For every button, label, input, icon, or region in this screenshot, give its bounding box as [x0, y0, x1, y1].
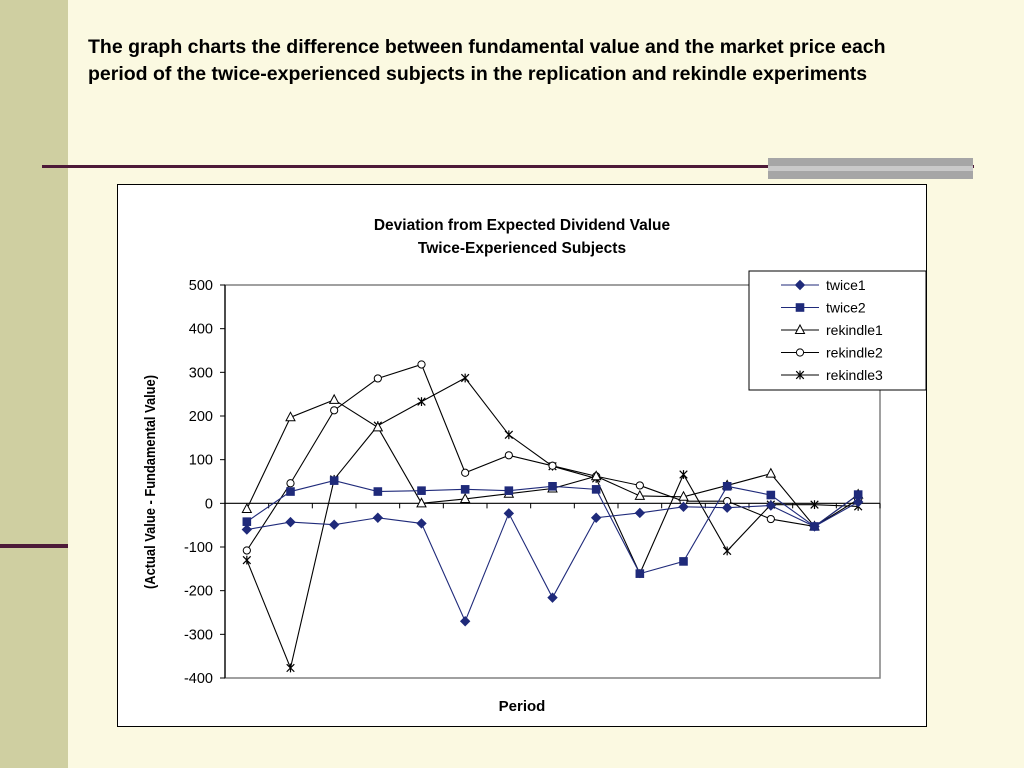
left-side-band [0, 0, 68, 768]
legend-marker-twice1 [794, 279, 806, 291]
series-line-rekindle2 [246, 363, 859, 551]
data-point-rekindle1 [372, 421, 384, 432]
series-line-twice1 [246, 501, 859, 623]
data-point-rekindle2 [286, 479, 295, 488]
legend-label-twice2: twice2 [826, 300, 866, 316]
data-point-rekindle1 [634, 489, 646, 500]
data-point-rekindle3 [286, 663, 295, 673]
data-point-rekindle2 [548, 461, 557, 470]
data-point-twice1 [765, 500, 777, 511]
data-point-rekindle1 [678, 490, 689, 501]
data-point-rekindle1 [328, 393, 340, 404]
data-point-twice1 [241, 524, 253, 535]
data-point-twice1 [503, 508, 515, 519]
y-axis-title: (Actual Value - Fundamental Value) [141, 375, 158, 589]
data-point-rekindle3 [242, 555, 252, 565]
data-point-twice1 [852, 496, 864, 508]
data-point-rekindle3 [679, 470, 688, 479]
legend-label-rekindle2: rekindle2 [826, 345, 883, 361]
legend-marker-rekindle3 [795, 370, 805, 380]
data-point-rekindle1 [590, 470, 602, 481]
x-axis-title: Period [499, 698, 546, 715]
title-divider [42, 165, 974, 168]
y-tick-label: -300 [184, 627, 213, 643]
series-line-rekindle3 [246, 377, 859, 670]
data-point-twice1 [416, 518, 427, 529]
data-point-twice1 [809, 521, 820, 532]
data-point-twice2 [722, 482, 732, 491]
data-point-twice1 [328, 519, 340, 530]
data-point-twice2 [373, 487, 383, 496]
data-point-twice2 [286, 487, 295, 496]
data-point-rekindle3 [504, 430, 514, 440]
data-point-twice2 [417, 486, 426, 495]
y-tick-label: 100 [189, 453, 213, 469]
data-point-rekindle3 [460, 373, 470, 383]
data-point-twice1 [372, 512, 384, 523]
data-point-rekindle1 [459, 492, 471, 503]
data-point-twice2 [591, 485, 601, 494]
data-point-twice2 [329, 476, 339, 485]
data-point-twice2 [679, 557, 688, 566]
data-point-rekindle2 [330, 406, 339, 415]
data-point-rekindle1 [285, 411, 296, 422]
data-point-rekindle3 [810, 500, 819, 510]
legend-label-rekindle3: rekindle3 [826, 367, 883, 383]
data-point-rekindle3 [722, 546, 732, 556]
data-point-twice1 [285, 516, 296, 528]
y-tick-label: 0 [205, 496, 213, 512]
data-point-twice1 [459, 616, 471, 627]
data-point-twice1 [678, 501, 689, 513]
data-point-rekindle2 [242, 546, 251, 555]
data-point-rekindle2 [635, 481, 644, 490]
data-point-twice2 [635, 569, 645, 578]
legend-label-twice1: twice1 [826, 277, 866, 293]
data-point-rekindle1 [241, 502, 253, 514]
data-point-rekindle1 [416, 497, 427, 508]
legend-marker-twice2 [795, 303, 805, 312]
legend-label-rekindle1: rekindle1 [826, 322, 883, 338]
slide-title: The graph charts the difference between … [88, 36, 886, 85]
chart-svg: Deviation from Expected Dividend Value Tw… [141, 217, 926, 715]
data-point-twice2 [460, 485, 470, 494]
data-point-twice1 [590, 512, 602, 523]
data-point-rekindle2 [417, 360, 426, 369]
data-point-rekindle2 [373, 374, 382, 383]
y-tick-label: -100 [184, 540, 213, 556]
data-point-rekindle1 [765, 467, 777, 478]
legend-marker-rekindle1 [794, 323, 806, 334]
chart-subtitle: Twice-Experienced Subjects [418, 240, 626, 257]
data-point-rekindle3 [417, 397, 426, 406]
side-band-rule [0, 544, 68, 548]
accent-block [768, 158, 973, 179]
chart-title: Deviation from Expected Dividend Value [374, 217, 671, 234]
y-tick-label: -200 [184, 584, 213, 600]
data-point-twice2 [548, 482, 557, 491]
data-point-rekindle2 [766, 514, 775, 524]
y-tick-label: 200 [189, 409, 213, 425]
data-point-twice2 [766, 490, 776, 500]
data-point-twice2 [504, 486, 514, 495]
data-point-rekindle2 [504, 451, 513, 460]
data-point-twice1 [634, 507, 646, 519]
chart-frame: Deviation from Expected Dividend Value Tw… [117, 184, 927, 727]
y-tick-label: 500 [189, 278, 213, 294]
y-tick-label: 300 [189, 365, 213, 381]
data-point-twice1 [547, 592, 558, 603]
legend-marker-rekindle2 [795, 348, 805, 357]
data-point-rekindle2 [461, 468, 470, 477]
series-line-twice2 [246, 480, 859, 575]
y-tick-label: -400 [184, 671, 213, 687]
legend-box [748, 270, 926, 391]
y-tick-label: 400 [189, 322, 213, 338]
data-point-twice1 [721, 502, 733, 513]
